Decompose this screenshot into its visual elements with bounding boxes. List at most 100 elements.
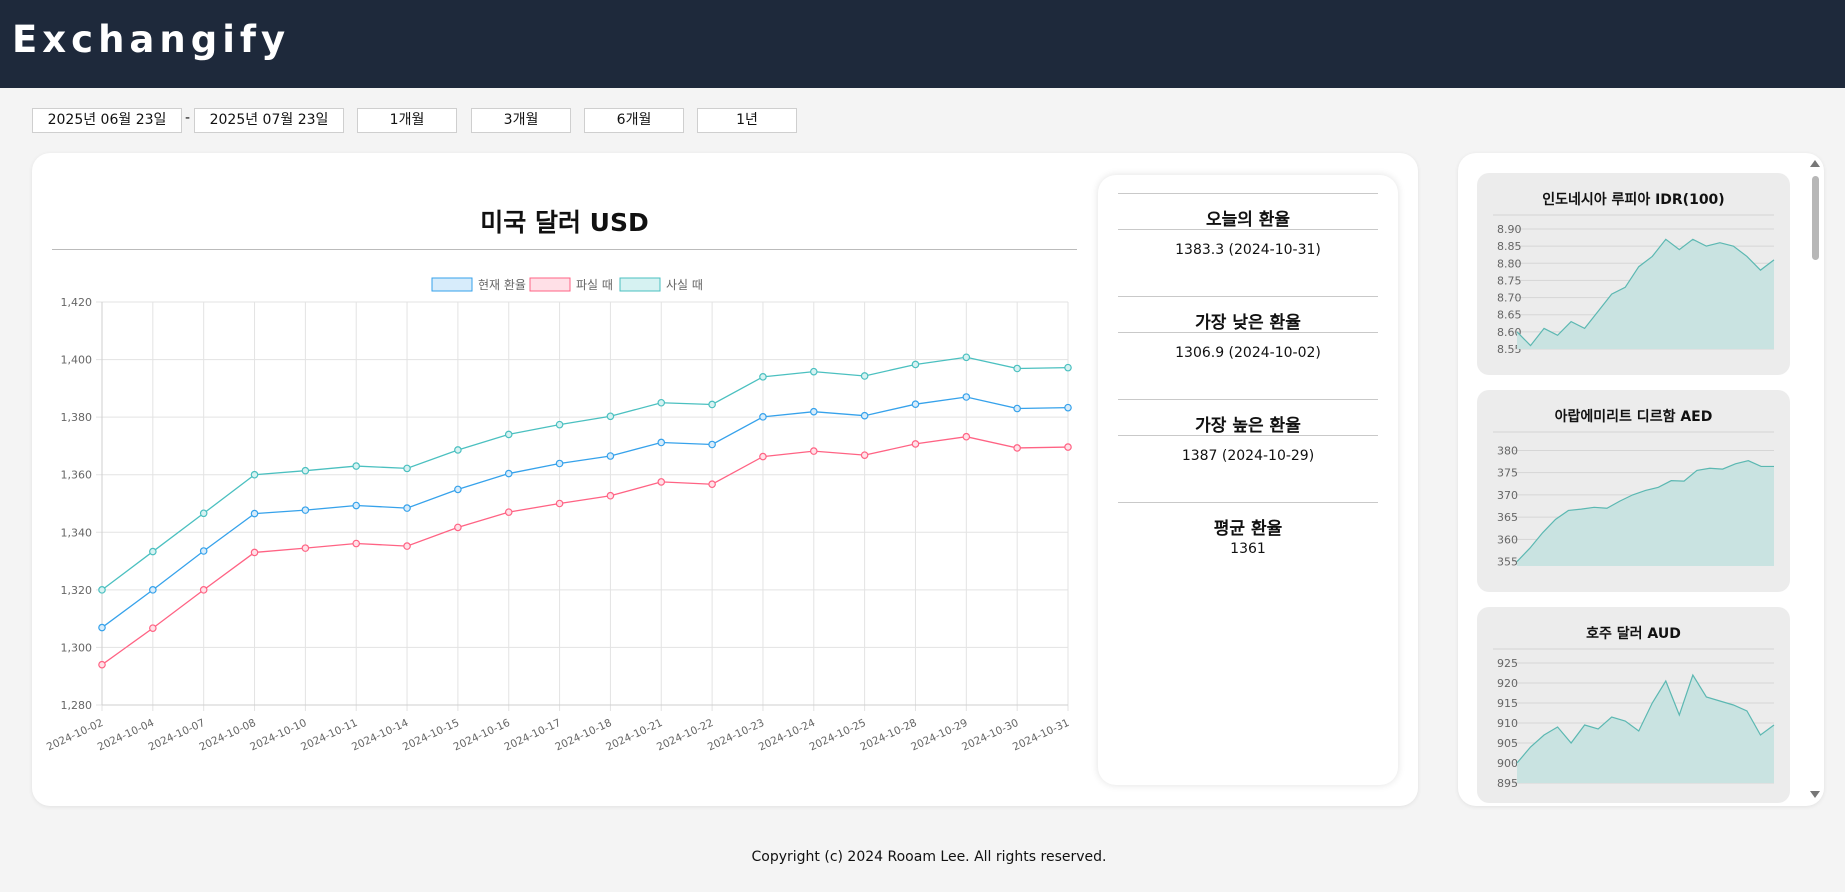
data-point — [199, 509, 208, 518]
data-point — [1064, 363, 1072, 372]
data-point — [454, 485, 462, 494]
today-rate-value: 1383.3 (2024-10-31) — [1175, 242, 1321, 258]
data-point — [352, 539, 361, 548]
scroll-down-arrow-icon[interactable] — [1810, 791, 1820, 798]
range-1m-button[interactable]: 1개월 — [357, 108, 457, 133]
mini-y-tick-label: 8.90 — [1497, 223, 1522, 236]
series-line — [101, 396, 1069, 629]
range-3m-button[interactable]: 3개월 — [471, 108, 571, 133]
currency-card-title: 호주 달러 AUD — [1586, 626, 1681, 642]
x-tick-label: 2024-10-15 — [401, 717, 461, 754]
stat-divider — [1118, 296, 1378, 297]
data-point — [1013, 364, 1021, 373]
data-point — [606, 412, 615, 421]
end-date-input[interactable]: 2025년 07월 23일 — [194, 108, 344, 133]
scroll-up-arrow-icon[interactable] — [1810, 160, 1820, 167]
chart-title: 미국 달러 USD — [480, 208, 649, 237]
mini-y-tick-label: 905 — [1497, 737, 1518, 750]
data-point — [98, 586, 106, 594]
data-point — [657, 438, 666, 447]
mini-area-fill — [1517, 239, 1774, 349]
x-tick-label: 2024-10-04 — [96, 717, 157, 754]
y-tick-label: 1,300 — [61, 641, 93, 654]
data-point — [504, 430, 513, 439]
y-tick-label: 1,360 — [61, 469, 93, 482]
data-point — [708, 440, 716, 449]
y-tick-label: 1,320 — [61, 584, 93, 597]
data-point — [708, 400, 716, 409]
average-rate-label: 평균 환율 — [1213, 519, 1283, 539]
stats-card — [1098, 175, 1398, 785]
data-point — [759, 413, 767, 421]
x-tick-label: 2024-10-30 — [960, 717, 1020, 754]
mini-area-fill — [1517, 460, 1774, 566]
data-point — [352, 501, 361, 510]
data-point — [860, 372, 869, 380]
data-point — [403, 464, 411, 473]
aud-mini-chart: 895 900 905 910 915 920 925 — [1493, 648, 1775, 790]
stat-divider — [1118, 193, 1378, 194]
mini-series-line — [1516, 673, 1775, 764]
mini-y-tick-label: 895 — [1497, 777, 1518, 790]
data-point — [809, 447, 818, 455]
data-point — [454, 523, 462, 532]
data-point — [606, 452, 615, 460]
mini-y-tick-label: 360 — [1497, 533, 1518, 546]
data-point — [911, 440, 920, 448]
data-point — [250, 470, 259, 479]
data-point — [860, 411, 869, 420]
range-1y-button[interactable]: 1년 — [697, 108, 797, 133]
x-tick-label: 2024-10-25 — [808, 717, 868, 754]
x-tick-label: 2024-10-21 — [604, 717, 664, 754]
mini-series-line — [1516, 238, 1775, 347]
mini-y-tick-label: 900 — [1497, 757, 1518, 770]
stat-divider — [1118, 399, 1378, 400]
mini-y-tick-label: 370 — [1497, 489, 1518, 502]
currency-card-aed[interactable]: 아랍에미리트 디르함 AED 355 360 365 370 375 380 — [1477, 390, 1790, 592]
mini-y-tick-label: 8.55 — [1497, 343, 1522, 356]
stat-divider — [1118, 332, 1378, 333]
data-point — [555, 420, 564, 429]
title-divider — [52, 249, 1077, 250]
highest-rate-label: 가장 높은 환율 — [1195, 416, 1301, 436]
stat-divider — [1118, 229, 1378, 230]
legend-label: 사실 때 — [666, 278, 703, 292]
mini-y-tick-label: 8.70 — [1497, 292, 1522, 305]
currency-card-aud[interactable]: 호주 달러 AUD 895 900 905 910 915 920 925 — [1477, 607, 1790, 803]
scroll-thumb[interactable] — [1812, 176, 1819, 260]
data-point — [962, 432, 971, 441]
data-point — [657, 478, 666, 486]
x-tick-label: 2024-10-02 — [45, 717, 105, 754]
currency-card-title: 인도네시아 루피아 IDR(100) — [1542, 192, 1725, 208]
app-logo[interactable]: Exchangify — [12, 18, 291, 61]
data-point — [301, 506, 310, 514]
highest-rate-value: 1387 (2024-10-29) — [1181, 448, 1315, 464]
range-6m-button[interactable]: 6개월 — [584, 108, 684, 133]
data-point — [809, 367, 818, 376]
mini-y-tick-label: 8.75 — [1497, 274, 1522, 287]
mini-y-tick-label: 915 — [1497, 697, 1518, 710]
today-rate-label: 오늘의 환율 — [1205, 210, 1291, 230]
currency-card-idr[interactable]: 인도네시아 루피아 IDR(100) 8.55 8.60 8.65 8.70 8.75 8… — [1477, 173, 1790, 375]
data-point — [504, 469, 513, 478]
legend-swatch — [619, 277, 661, 292]
idr-mini-chart: 8.55 8.60 8.65 8.70 8.75 8.80 8.85 8.90 — [1493, 214, 1775, 356]
usd-line-chart: 1,280 1,300 1,320 1,340 1,360 1,380 1,400 1,420… — [45, 277, 1072, 754]
x-tick-label: 2024-10-08 — [197, 717, 257, 754]
data-point — [555, 459, 564, 468]
lowest-rate-value: 1306.9 (2024-10-02) — [1175, 345, 1321, 361]
data-point — [759, 373, 767, 381]
data-point — [403, 504, 411, 512]
data-point — [98, 623, 106, 632]
data-point — [504, 508, 513, 516]
legend-swatch — [431, 277, 473, 292]
y-tick-label: 1,400 — [61, 354, 93, 367]
data-point — [301, 544, 310, 552]
data-point — [911, 360, 920, 369]
mini-y-tick-label: 920 — [1497, 677, 1518, 690]
start-date-input[interactable]: 2025년 06월 23일 — [32, 108, 182, 133]
data-point — [149, 586, 157, 594]
average-rate-value: 1361 — [1230, 541, 1266, 557]
data-point — [1013, 404, 1021, 413]
x-tick-label: 2024-10-22 — [655, 717, 715, 754]
